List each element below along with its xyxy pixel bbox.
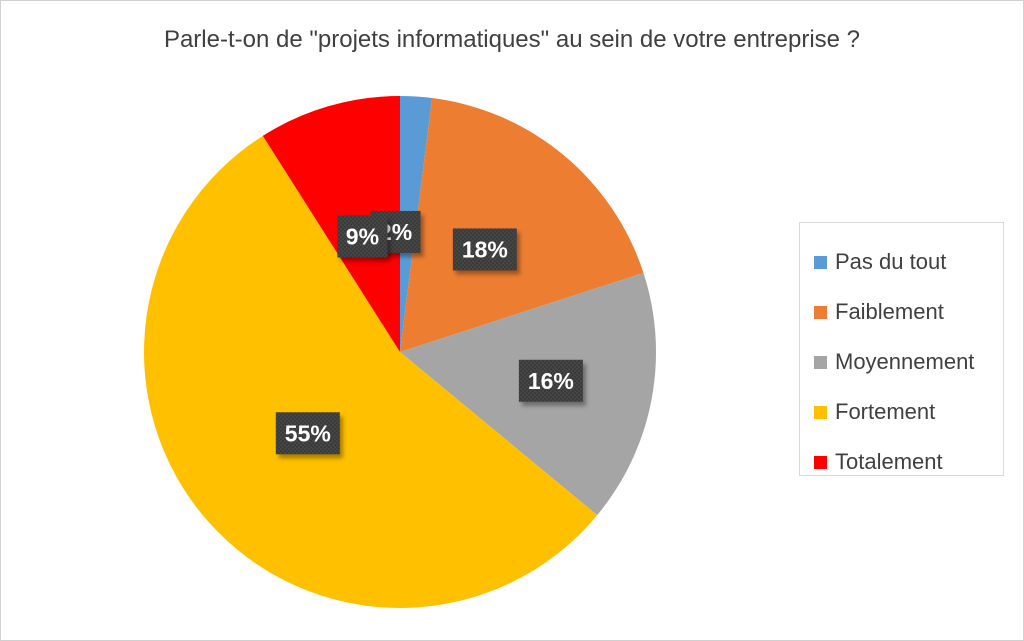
pie-slice-totalement	[262, 96, 400, 352]
legend-swatch	[814, 255, 827, 269]
legend-item-fortement: Fortement	[800, 387, 1003, 437]
legend-item-moyennement: Moyennement	[800, 337, 1003, 387]
data-label-faiblement: 18%	[452, 228, 517, 271]
legend-swatch	[814, 405, 827, 419]
pie-slice-faiblement	[400, 98, 644, 352]
chart-title: Parle-t-on de "projets informatiques" au…	[163, 26, 861, 53]
legend-item-pas-du-tout: Pas du tout	[800, 237, 1003, 287]
legend-item-totalement: Totalement	[800, 437, 1003, 487]
legend-swatch	[814, 305, 827, 319]
legend: Pas du tout Faiblement Moyennement Fortemen…	[799, 222, 1004, 476]
legend-item-faiblement: Faiblement	[800, 287, 1003, 337]
svg-text:18%: 18%	[462, 236, 508, 262]
svg-text:9%: 9%	[346, 223, 379, 249]
legend-label: Pas du tout	[835, 249, 947, 274]
data-label-totalement: 9%	[337, 215, 388, 258]
pie-slice-fortement	[144, 135, 598, 608]
legend-label: Faiblement	[835, 299, 944, 324]
legend-label: Moyennement	[835, 349, 975, 374]
legend-label: Fortement	[835, 399, 936, 424]
svg-text:55%: 55%	[285, 420, 331, 446]
svg-text:16%: 16%	[528, 368, 574, 394]
data-label-fortement: 55%	[275, 412, 340, 455]
legend-swatch	[814, 355, 827, 369]
data-label-moyennement: 16%	[518, 359, 583, 402]
legend-label: Totalement	[835, 449, 943, 474]
legend-swatch	[814, 455, 827, 469]
